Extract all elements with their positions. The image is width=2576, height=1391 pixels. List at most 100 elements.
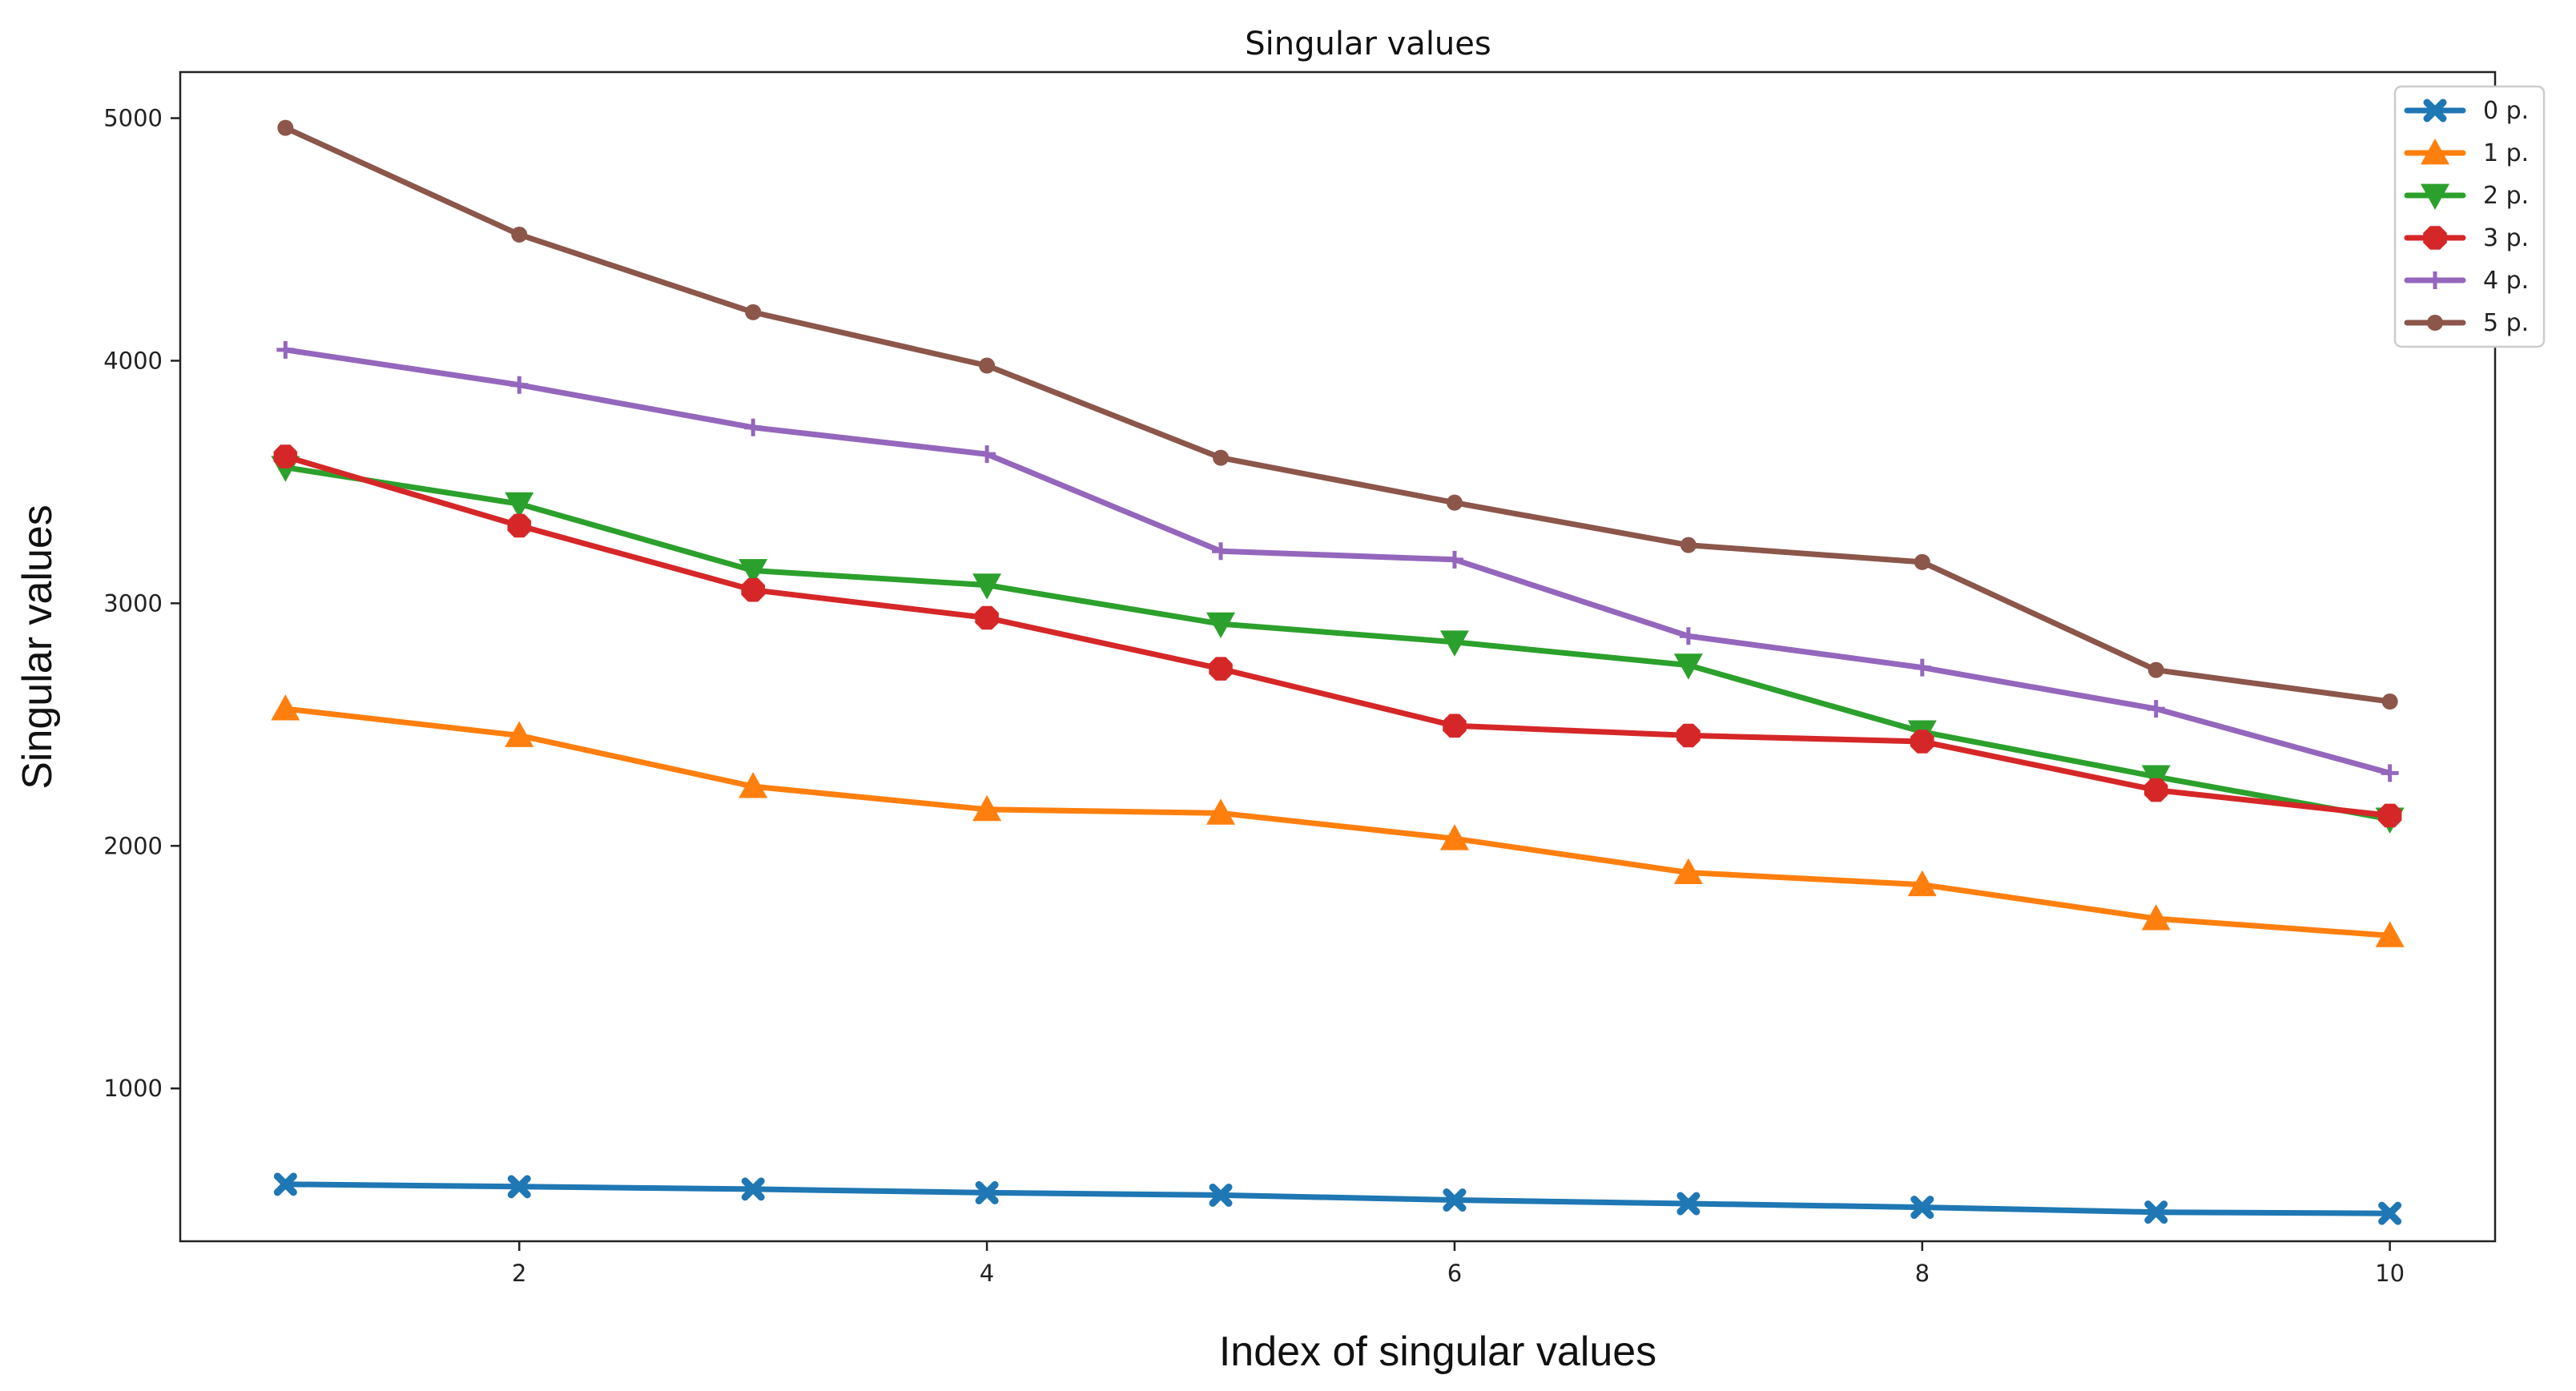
data-point [741,1177,765,1201]
data-point [2144,1200,2168,1224]
x-tick-label: 2 [512,1260,526,1287]
series-3 [273,444,2402,828]
data-point [1679,627,1697,645]
legend-label: 5 p. [2483,309,2529,337]
data-point [1446,494,1463,511]
data-point [2378,1201,2402,1225]
legend-label: 1 p. [2483,139,2529,167]
x-tick-label: 6 [1447,1260,1462,1287]
y-tick-label: 5000 [103,105,163,132]
legend-entry: 5 p. [2404,309,2529,337]
data-point [1206,612,1236,639]
data-point [1907,870,1937,897]
data-point [1439,824,1469,850]
x-tick-label: 4 [980,1260,994,1287]
data-point [2141,904,2171,931]
data-point [1673,653,1703,680]
data-point [1445,550,1463,569]
legend-marker [2421,139,2449,165]
series-0 [273,1172,2402,1225]
legend-marker [2426,271,2444,289]
data-point [1443,1188,1467,1212]
data-point [739,772,768,798]
data-point [1206,798,1236,825]
legend-label: 3 p. [2483,224,2529,252]
plot-area [179,70,2497,1243]
series-line [282,125,2393,705]
series-line [282,464,2393,822]
data-point [1676,1192,1701,1216]
legend-label: 0 p. [2483,97,2529,125]
series-line [282,1181,2393,1216]
legend-entry: 1 p. [2404,139,2529,167]
data-point [511,226,528,243]
series-layer [271,119,2405,1225]
y-axis: 1000 2000 3000 4000 5000 [103,105,180,1102]
x-tick-label: 8 [1915,1260,1930,1287]
y-tick-label: 1000 [103,1075,163,1102]
series-2 [271,456,2405,834]
data-point [979,357,996,374]
data-point [2147,700,2165,718]
data-point [2381,764,2399,782]
legend-entry: 0 p. [2404,97,2529,125]
data-point [2141,765,2171,791]
data-point [972,573,1002,600]
data-point [1910,730,1934,754]
data-point [745,304,762,320]
data-point [505,492,534,519]
data-point [273,1172,297,1196]
data-point [510,376,529,394]
data-point [744,418,763,436]
series-line [282,706,2393,939]
data-point [739,559,768,585]
series-4 [276,340,2399,782]
chart-title: Singular values [1245,26,1491,62]
data-point [1212,542,1230,561]
data-point [505,721,534,747]
legend-marker [2421,183,2449,210]
legend-entry: 4 p. [2404,267,2529,295]
data-point [1910,1196,1934,1220]
data-point [507,1175,531,1199]
data-point [507,513,532,538]
data-point [975,605,999,630]
legend-entry: 2 p. [2404,182,2529,210]
data-point [975,1180,999,1204]
data-point [1443,714,1467,738]
x-axis-label: Index of singular values [1219,1329,1656,1375]
data-point [277,119,294,136]
series-5 [277,119,2398,710]
data-point [1913,658,1931,677]
data-point [741,577,765,602]
series-1 [271,694,2405,947]
legend-marker [2423,226,2447,250]
data-point [1673,858,1703,884]
x-axis: 2 4 6 8 10 [512,1241,2405,1287]
legend-label: 2 p. [2483,182,2529,210]
data-point [2375,921,2405,947]
y-tick-label: 4000 [103,347,163,374]
data-point [2147,661,2164,678]
data-point [276,340,295,359]
data-point [1213,449,1230,466]
series-line [282,347,2393,776]
legend-label: 4 p. [2483,267,2529,295]
data-point [1209,657,1233,681]
series-line [282,453,2393,818]
data-point [1676,723,1701,748]
legend-entry: 3 p. [2404,224,2529,252]
data-point [271,694,300,721]
data-point [972,794,1002,822]
legend-frame [2393,85,2546,348]
data-point [1209,1183,1233,1207]
data-point [1914,553,1930,570]
data-point [2143,778,2168,802]
data-point [1439,630,1469,657]
data-point [273,444,298,468]
legend-marker [2423,98,2447,123]
y-tick-label: 3000 [103,589,163,617]
y-tick-label: 2000 [103,832,163,859]
